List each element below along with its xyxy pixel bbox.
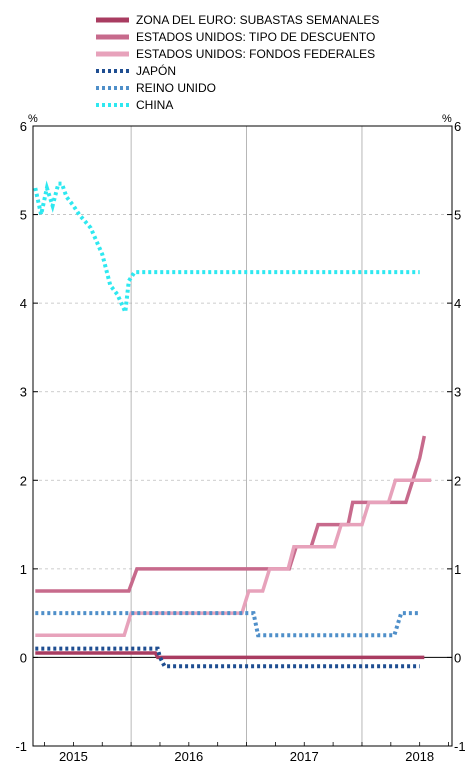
xtick-label-2016: 2016 [174, 749, 203, 763]
ytick-label-left-5: 5 [20, 208, 27, 223]
legend-label-4: REINO UNIDO [136, 81, 216, 95]
ytick-label-right-0: 0 [454, 650, 461, 665]
ytick-label-right-5: 5 [454, 208, 461, 223]
ytick-label-left-0: 0 [20, 650, 27, 665]
left-axis-unit: % [28, 113, 38, 125]
series-line-0 [35, 651, 425, 660]
ytick-label-left--1: -1 [15, 739, 27, 754]
plot-frame [32, 125, 453, 747]
grid [33, 126, 452, 746]
ytick-label-left-1: 1 [20, 562, 27, 577]
ytick-label-left-3: 3 [20, 385, 27, 400]
ytick-label-right-2: 2 [454, 473, 461, 488]
series-line-4 [35, 611, 420, 638]
right-axis-unit: % [442, 113, 452, 125]
series-line-2 [35, 478, 432, 638]
legend: ZONA DEL EURO: SUBASTAS SEMANALES ESTADOS… [96, 13, 379, 112]
legend-label-0: ZONA DEL EURO: SUBASTAS SEMANALES [136, 13, 379, 27]
ytick-label-left-6: 6 [20, 119, 27, 134]
xtick-label-2018: 2018 [405, 749, 434, 763]
ytick-label-right-6: 6 [454, 119, 461, 134]
x-axis-labels: 2015 2016 2017 2018 [59, 749, 434, 763]
y-axis-labels: -1 -1 0 0 1 1 2 2 3 3 4 4 5 5 6 6 [15, 119, 465, 754]
ytick-label-right-4: 4 [454, 296, 461, 311]
xtick-label-2017: 2017 [290, 749, 319, 763]
legend-label-3: JAPÓN [136, 63, 176, 78]
series-group [33, 180, 432, 669]
ytick-label-right-3: 3 [454, 385, 461, 400]
series-line-5 [33, 180, 420, 320]
legend-label-2: ESTADOS UNIDOS: FONDOS FEDERALES [136, 47, 375, 61]
ytick-label-right--1: -1 [454, 739, 466, 754]
ytick-label-right-1: 1 [454, 562, 461, 577]
legend-label-1: ESTADOS UNIDOS: TIPO DE DESCUENTO [136, 30, 375, 44]
legend-label-5: CHINA [136, 98, 173, 112]
ytick-label-left-4: 4 [20, 296, 27, 311]
ytick-label-left-2: 2 [20, 473, 27, 488]
xtick-label-2015: 2015 [59, 749, 88, 763]
